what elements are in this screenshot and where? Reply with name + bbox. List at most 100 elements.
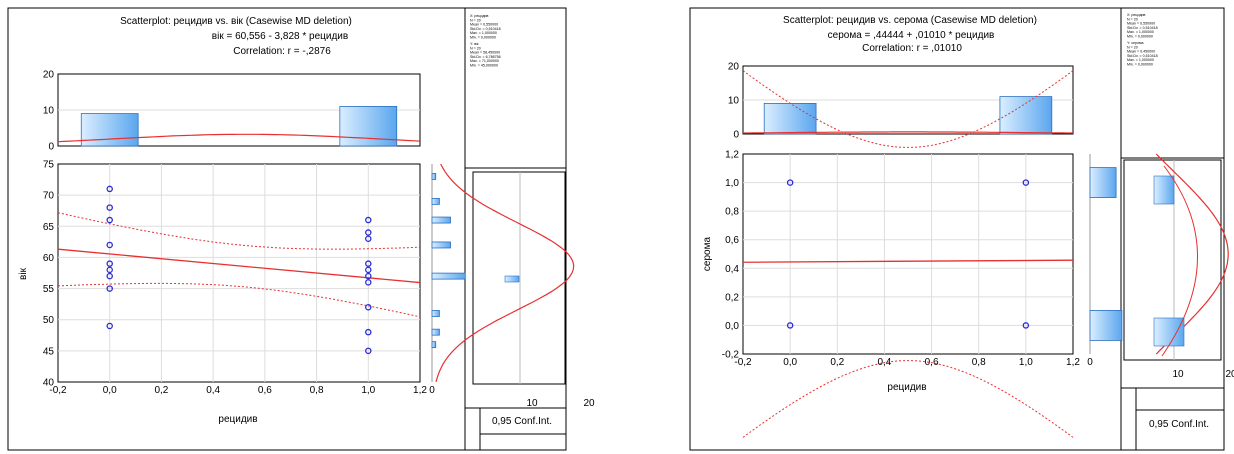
inset-hist-bar <box>1153 175 1175 205</box>
regression-line <box>57 248 421 284</box>
confidence-lower-line <box>742 360 1074 438</box>
side-hist-bar <box>431 328 440 336</box>
data-point <box>106 204 113 211</box>
inset-x-tick: 20 <box>583 398 595 409</box>
x-tick-label: 0,8 <box>972 357 986 368</box>
stats-line: Min. = 0,000000 <box>470 36 496 40</box>
right-title: Scatterplot: рецидив vs. серома (Casewis… <box>783 15 1037 26</box>
top-hist-bar <box>763 103 817 135</box>
left-title: Scatterplot: рецидив vs. вік (Casewise M… <box>120 16 352 27</box>
inset-hist-bar <box>504 275 520 283</box>
x-tick-label: 1,0 <box>361 385 375 396</box>
stats-line: Mean = 0,550000 <box>470 23 498 27</box>
data-point <box>365 347 372 355</box>
stats-line: Y: вік <box>470 42 479 46</box>
x-tick-label: -0,2 <box>734 357 752 368</box>
right-correlation: Correlation: r = ,01010 <box>862 43 962 54</box>
left-conf-label: 0,95 Conf.Int. <box>492 416 552 427</box>
y-tick-label: 0,4 <box>725 264 739 275</box>
top-hist-y-tick: 20 <box>43 70 55 81</box>
right-stats-box: X: рецидив N = 20 Mean = 0,550000 Std.Dv. =… <box>1127 13 1158 67</box>
y-tick-label: 45 <box>43 346 55 357</box>
stats-line: Max. = 71,000000 <box>470 59 499 63</box>
y-tick-label: 1,2 <box>725 150 739 161</box>
y-tick-label: 40 <box>43 378 55 389</box>
stats-line: Max. = 1,000000 <box>1127 30 1154 34</box>
stats-line: N = 20 <box>1127 45 1138 49</box>
data-point <box>365 216 372 224</box>
y-tick-label: 60 <box>43 253 55 264</box>
top-hist-y-tick: 20 <box>728 62 740 73</box>
x-tick-label: 0,0 <box>103 385 117 396</box>
stats-line: Max. = 1,000000 <box>1127 58 1154 62</box>
inset-normal-curve <box>1161 165 1198 357</box>
right-equation: серома = ,44444 + ,01010 * рецидив <box>828 30 995 41</box>
side-hist-bar <box>1089 310 1123 341</box>
x-tick-label: 0,4 <box>206 385 220 396</box>
inset-x-tick: 10 <box>526 398 538 409</box>
confidence-upper-line <box>57 212 421 250</box>
left-equation: вік = 60,556 - 3,828 * рецидив <box>212 31 348 42</box>
y-tick-label: -0,2 <box>722 350 740 361</box>
data-point <box>365 235 372 242</box>
data-point <box>106 272 113 280</box>
top-hist-bar <box>999 96 1053 135</box>
y-tick-label: 0,8 <box>725 207 739 218</box>
stats-line: N = 20 <box>470 46 481 50</box>
right-panel: Scatterplot: рецидив vs. серома (Casewis… <box>689 7 1234 451</box>
stats-line: Mean = 58,450000 <box>470 51 500 55</box>
side-hist-bar <box>431 173 437 180</box>
data-point <box>106 322 113 330</box>
stats-line: Mean = 0,450000 <box>1127 50 1155 54</box>
data-point <box>106 185 113 193</box>
top-normal-curve <box>57 133 421 143</box>
y-tick-label: 55 <box>43 284 55 295</box>
y-tick-label: 1,0 <box>725 178 739 189</box>
data-point <box>365 260 372 267</box>
top-hist-bar <box>339 106 398 147</box>
x-tick-label: 1,0 <box>1019 357 1033 368</box>
y-tick-label: 0,6 <box>725 235 739 246</box>
data-point <box>1022 322 1030 329</box>
y-tick-label: 65 <box>43 222 55 233</box>
data-point <box>786 322 794 329</box>
side-hist-bar <box>431 272 466 280</box>
side-hist-zero-tick: 0 <box>1087 357 1093 368</box>
y-tick-label: 70 <box>43 191 55 202</box>
data-point <box>365 229 372 236</box>
left-stats-box: X: рецидив N = 20 Mean = 0,550000 Std.Dv. =… <box>470 14 501 68</box>
stats-line: Std.Dv. = 6,786756 <box>470 55 501 59</box>
data-point <box>106 266 113 274</box>
left-correlation: Correlation: r = -,2876 <box>233 46 331 57</box>
data-point <box>1022 179 1030 186</box>
stats-line: N = 20 <box>470 18 481 22</box>
side-hist-bar <box>431 341 437 349</box>
side-hist-bar <box>431 310 440 317</box>
y-tick-label: 0,2 <box>725 292 739 303</box>
inset-hist-bar <box>1153 317 1185 347</box>
data-point <box>106 216 113 224</box>
top-hist-bar <box>80 113 139 147</box>
regression-line <box>742 259 1074 263</box>
confidence-upper-line <box>742 70 1074 148</box>
top-normal-curve <box>743 131 1073 134</box>
stats-line: X: рецидив <box>470 14 489 18</box>
data-point <box>106 241 113 249</box>
side-hist-bar <box>1089 167 1117 198</box>
y-tick-label: 0,0 <box>725 321 739 332</box>
inset-x-tick: 20 <box>1225 369 1234 380</box>
x-tick-label: -0,2 <box>49 385 67 396</box>
right-y-axis-label: серома <box>702 237 713 272</box>
left-main-plot <box>57 163 421 383</box>
inset-x-tick: 10 <box>1172 369 1184 380</box>
y-tick-label: 75 <box>43 160 55 171</box>
data-point <box>106 260 113 267</box>
data-point <box>365 272 372 280</box>
side-hist-bar <box>431 241 451 249</box>
x-tick-label: 0,2 <box>154 385 168 396</box>
stats-line: X: рецидив <box>1127 13 1146 17</box>
side-normal-curve <box>1155 153 1229 355</box>
stats-line: Std.Dv. = 0,510418 <box>1127 26 1158 30</box>
